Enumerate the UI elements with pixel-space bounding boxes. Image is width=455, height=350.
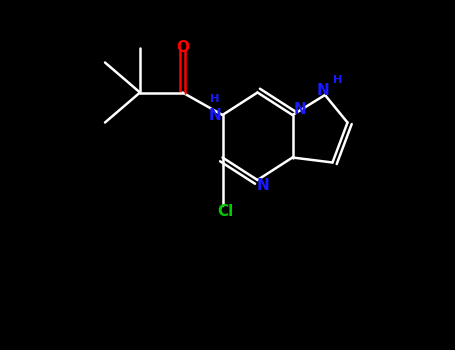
Text: N: N [316, 83, 329, 98]
Text: Cl: Cl [217, 203, 233, 218]
Text: N: N [293, 103, 306, 118]
Text: O: O [176, 40, 189, 55]
Text: H: H [210, 94, 220, 104]
Text: N: N [209, 107, 222, 122]
Text: H: H [333, 75, 342, 85]
Text: N: N [256, 177, 269, 192]
